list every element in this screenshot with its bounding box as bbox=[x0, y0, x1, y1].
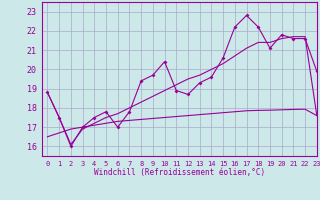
X-axis label: Windchill (Refroidissement éolien,°C): Windchill (Refroidissement éolien,°C) bbox=[94, 168, 265, 177]
